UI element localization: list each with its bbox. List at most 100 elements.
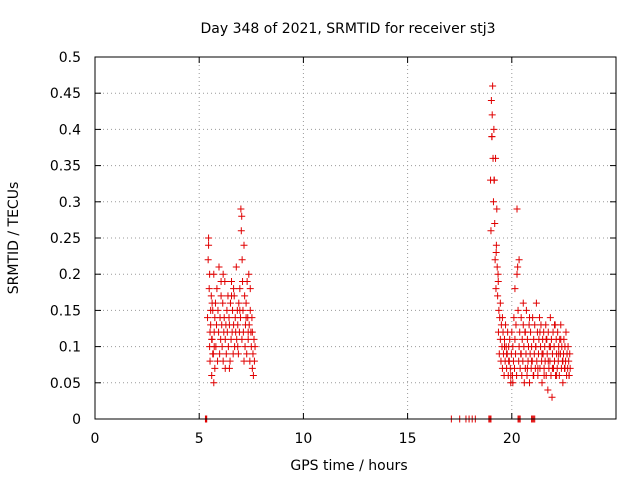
data-point [221,335,229,343]
data-point [532,343,540,351]
data-point [205,234,213,242]
data-point [508,328,516,336]
data-point [565,357,573,365]
data-point [224,343,232,351]
data-point [540,372,548,380]
y-tick-label: 0.35 [50,159,81,175]
data-point [219,270,227,278]
data-point [487,96,495,104]
data-point [498,314,506,322]
data-point [563,350,571,358]
data-point [205,285,213,293]
data-point [244,328,252,336]
y-tick-label: 0.1 [59,340,81,356]
y-tick-label: 0 [72,412,81,428]
data-point [210,379,218,387]
data-point [204,314,212,322]
data-point [517,350,525,358]
data-point [204,256,212,264]
data-point [238,256,246,264]
data-point [236,285,244,293]
data-point [219,357,227,365]
data-point [546,343,554,351]
data-point [521,328,529,336]
data-point [208,335,216,343]
data-points [201,82,574,423]
chart-title: Day 348 of 2021, SRMTID for receiver stj… [201,21,496,37]
data-point [232,263,240,271]
data-point [222,350,230,358]
data-point [507,372,515,380]
data-point [205,241,213,249]
data-point [510,314,518,322]
data-point [207,292,215,300]
data-point [216,350,224,358]
data-point [544,386,552,394]
data-point [528,357,536,365]
data-point [217,292,225,300]
data-point [514,306,522,314]
data-point [234,321,242,329]
data-point [530,372,538,380]
data-point [228,292,236,300]
data-point [207,321,215,329]
data-point [489,198,497,206]
data-point [564,343,572,351]
data-point [209,350,217,358]
data-point [565,372,573,380]
data-point [238,335,246,343]
data-point [538,350,546,358]
plot-frame [94,56,617,420]
x-tick-label: 20 [503,431,521,447]
data-point [242,314,250,322]
data-point [517,314,525,322]
data-point [513,205,521,213]
data-point [488,133,496,141]
data-point [251,343,259,351]
data-point [536,328,544,336]
data-point [225,364,233,372]
data-point [243,350,251,358]
x-tick-label: 0 [91,431,100,447]
data-point [553,372,561,380]
data-point [208,372,216,380]
data-point [206,357,214,365]
data-point [493,263,501,271]
data-point [246,306,254,314]
data-point [511,335,519,343]
data-point [493,205,501,213]
data-point [509,379,517,387]
data-point [218,343,226,351]
data-point [240,357,248,365]
y-tick-label: 0.5 [59,50,81,66]
data-point [490,176,498,184]
data-point [505,357,513,365]
data-point [492,248,500,256]
data-point [241,343,249,351]
data-point [208,299,216,307]
data-point [501,343,509,351]
data-point [215,263,223,271]
data-point [538,379,546,387]
data-point [492,285,500,293]
data-point [559,379,567,387]
x-tick-label: 15 [399,431,417,447]
data-point [494,270,502,278]
data-point [487,227,495,235]
x-axis-label: GPS time / hours [290,458,407,474]
data-point [206,270,214,278]
data-point [526,314,534,322]
y-tick-label: 0.05 [50,376,81,392]
data-point [511,285,519,293]
data-point [211,364,219,372]
data-point [214,306,222,314]
data-point [241,292,249,300]
data-point [515,256,523,264]
data-point [248,364,256,372]
data-point [244,335,252,343]
data-point [234,343,242,351]
data-point [245,270,253,278]
data-point [210,343,218,351]
data-point [250,335,258,343]
